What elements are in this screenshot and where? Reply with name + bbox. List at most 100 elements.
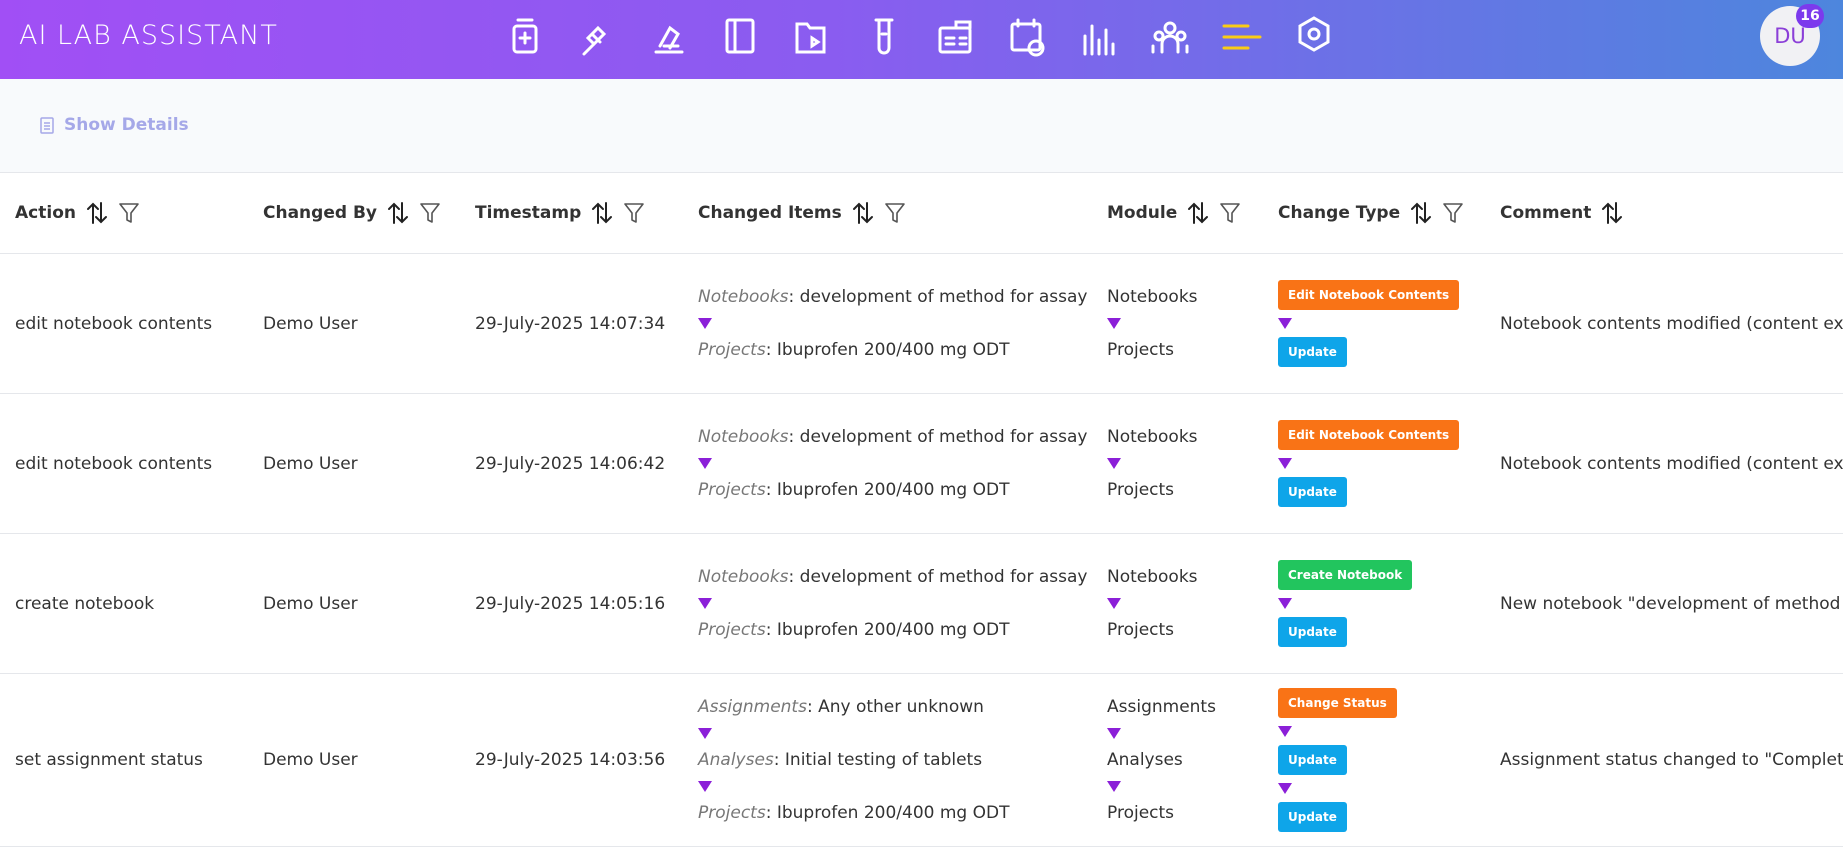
notification-badge: 16 [1796,4,1824,28]
nav-icon[interactable] [582,25,607,56]
column-header: Changed Items [683,173,1092,253]
item-detail: : Ibuprofen 200/400 mg ODT [765,620,1010,640]
timestamp-cell: 29-July-2025 14:07:34 [475,313,666,334]
item-module: Projects [698,620,766,640]
table-row: edit notebook contents Demo User 29-July-2… [0,394,1843,534]
item-module: Notebooks [698,427,789,447]
filter-icon[interactable] [623,201,645,225]
details-icon [40,117,54,134]
expand-arrow [698,728,712,739]
changed-by-cell: Demo User [263,453,358,474]
sort-icon-glyph [852,202,873,224]
nav-icon-active[interactable] [1222,24,1262,50]
sort-icon[interactable] [1601,201,1623,225]
column-header: Change Type [1263,173,1485,253]
table-row: set assignment status Demo User 29-July-20… [0,674,1843,847]
show-details-label: Show Details [64,115,189,135]
nav-icon[interactable] [1083,24,1115,56]
filter-icon[interactable] [419,201,441,225]
changed-item: Projects: Ibuprofen 200/400 mg ODT [698,620,1009,640]
expand-arrow [1278,783,1292,794]
nav-icon[interactable] [874,18,894,55]
filter-icon[interactable] [1442,201,1464,225]
changed-item: Projects: Ibuprofen 200/400 mg ODT [698,340,1009,360]
filter-icon[interactable] [118,201,140,225]
nav-icon[interactable] [654,25,684,54]
expand-arrow [698,781,712,792]
nav-icon[interactable] [938,20,972,54]
changed-by-cell: Demo User [263,750,358,770]
module-cell: Notebooks Projects [1092,394,1263,533]
changed-item: Projects: Ibuprofen 200/400 mg ODT [698,480,1009,500]
table-row: create notebook Demo User 29-July-2025 14:… [0,534,1843,674]
sort-icon[interactable] [86,201,108,225]
module-name: Notebooks [1107,567,1198,587]
filter-icon-glyph [624,203,645,223]
sort-icon-glyph [1188,202,1209,224]
expand-arrow [1278,726,1292,737]
nav-icon[interactable] [1010,18,1045,57]
change-type-badge: Create Notebook [1278,560,1413,590]
toolbar: Show Details [0,79,1843,173]
column-label: Module [1107,203,1178,223]
change-type-badge: Update [1278,337,1347,367]
column-header: Changed By [248,173,460,253]
sort-icon-glyph [86,202,107,224]
changed-item: Notebooks: development of method for ass… [698,427,1087,447]
change-type-badge: Update [1278,745,1347,775]
show-details-button[interactable]: Show Details [40,115,189,135]
sort-icon-glyph [387,202,408,224]
changed-items-cell: Notebooks: development of method for ass… [683,534,1092,673]
item-detail: : development of method for assay [788,287,1088,307]
changed-item: Notebooks: development of method for ass… [698,287,1087,307]
timestamp-cell: 29-July-2025 14:05:16 [475,593,666,614]
changed-items-cell: Notebooks: development of method for ass… [683,394,1092,533]
module-name: Projects [1107,620,1175,640]
sort-icon[interactable] [387,201,409,225]
filter-icon-glyph [884,203,905,223]
sort-icon[interactable] [852,201,874,225]
module-name: Notebooks [1107,427,1198,447]
app-title: AI LAB ASSISTANT [19,20,278,51]
timestamp-cell: 29-July-2025 14:06:42 [475,453,666,474]
nav-icon[interactable] [795,22,826,54]
sort-icon-glyph [1602,202,1623,224]
item-module: Analyses [698,750,774,770]
action-cell: edit notebook contents [15,453,213,474]
comment-cell: New notebook "development of method fo [1500,593,1843,614]
change-type-cell: Change Status Update Update [1263,674,1485,846]
timestamp-cell: 29-July-2025 14:03:56 [475,750,666,770]
filter-icon[interactable] [1219,201,1241,225]
module-cell: Notebooks Projects [1092,254,1263,393]
expand-arrow [1278,458,1292,469]
column-label: Comment [1500,203,1592,223]
column-header: Timestamp [460,173,683,253]
column-header: Module [1092,173,1263,253]
nav-icon[interactable] [1151,21,1189,54]
module-cell: Notebooks Projects [1092,534,1263,673]
expand-arrow [698,318,712,329]
item-detail: : development of method for assay [788,567,1088,587]
sort-icon[interactable] [1410,201,1432,225]
column-label: Change Type [1278,203,1401,223]
module-name: Assignments [1107,697,1216,717]
nav-icon[interactable] [1298,16,1330,52]
changed-item: Assignments: Any other unknown [698,697,984,717]
nav-icon[interactable] [512,18,538,54]
nav-icon[interactable] [725,18,755,54]
filter-icon-glyph [119,203,139,223]
module-name: Projects [1107,803,1175,823]
sort-icon[interactable] [1187,201,1209,225]
expand-arrow [1107,728,1121,739]
filter-icon[interactable] [884,201,906,225]
item-detail: : Ibuprofen 200/400 mg ODT [765,480,1010,500]
action-cell: create notebook [15,593,155,614]
column-header: Comment [1485,173,1843,253]
change-type-cell: Edit Notebook Contents Update [1263,394,1485,533]
sort-icon[interactable] [591,201,613,225]
item-module: Assignments [698,697,807,717]
filter-icon-glyph [1220,203,1241,223]
item-detail: : Initial testing of tablets [773,750,983,770]
sort-icon-glyph [1411,202,1432,224]
